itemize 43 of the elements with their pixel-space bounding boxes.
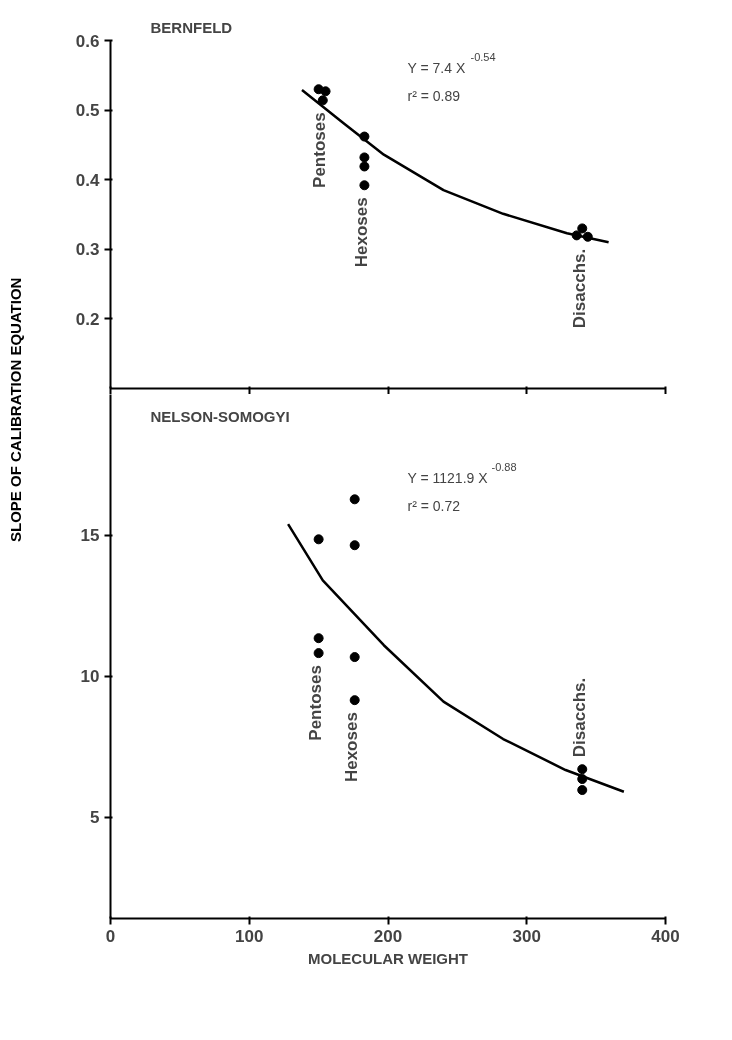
annotation: Disacchs.: [569, 677, 589, 758]
y-tick-label: 0.2: [75, 309, 100, 329]
annotation: Disacchs.: [569, 248, 589, 329]
point: [313, 633, 324, 644]
point: [313, 534, 324, 545]
annotation: Y = 1121.9 X-0.88: [407, 461, 517, 486]
annotation: Hexoses: [351, 197, 371, 268]
point: [317, 95, 328, 106]
annotation: r² = 0.72: [407, 497, 461, 514]
y-tick-label: 0.3: [75, 240, 100, 260]
point: [349, 652, 360, 663]
point: [577, 223, 588, 234]
annotation: r² = 0.89: [407, 87, 461, 104]
y-tick-label: 0.5: [75, 101, 100, 121]
point: [577, 785, 588, 796]
point: [359, 180, 370, 191]
annotation: Pentoses: [306, 665, 326, 741]
chart-title: BERNFELD: [150, 18, 233, 36]
y-tick-label: 5: [90, 808, 100, 828]
line-series: [286, 522, 626, 793]
point: [349, 695, 360, 706]
x-tick-label: 400: [651, 926, 680, 946]
annotation: Pentoses: [310, 112, 330, 188]
x-tick-label: 300: [512, 926, 541, 946]
x-axis-title: MOLECULAR WEIGHT: [308, 949, 468, 967]
point: [349, 494, 360, 505]
text: NELSON-SOMOGYI: [150, 407, 290, 425]
y-tick-label: 0.6: [75, 31, 100, 51]
x-tick-label: 200: [373, 926, 403, 946]
point: [349, 540, 360, 551]
annotation: Y = 7.4 X-0.54: [407, 51, 496, 76]
y-tick-label: 10: [80, 667, 100, 687]
annotation: Hexoses: [342, 712, 362, 783]
y-axis-title: SLOPE OF CALIBRATION EQUATION: [6, 276, 25, 545]
point: [577, 764, 588, 775]
point: [320, 86, 331, 97]
y-tick-label: 15: [80, 526, 100, 546]
x-tick-label: 100: [235, 926, 264, 946]
y-tick-label: 0.4: [75, 170, 101, 190]
x-tick-label: 0: [105, 926, 116, 946]
point: [313, 648, 324, 659]
point: [359, 161, 370, 172]
point: [359, 152, 370, 163]
